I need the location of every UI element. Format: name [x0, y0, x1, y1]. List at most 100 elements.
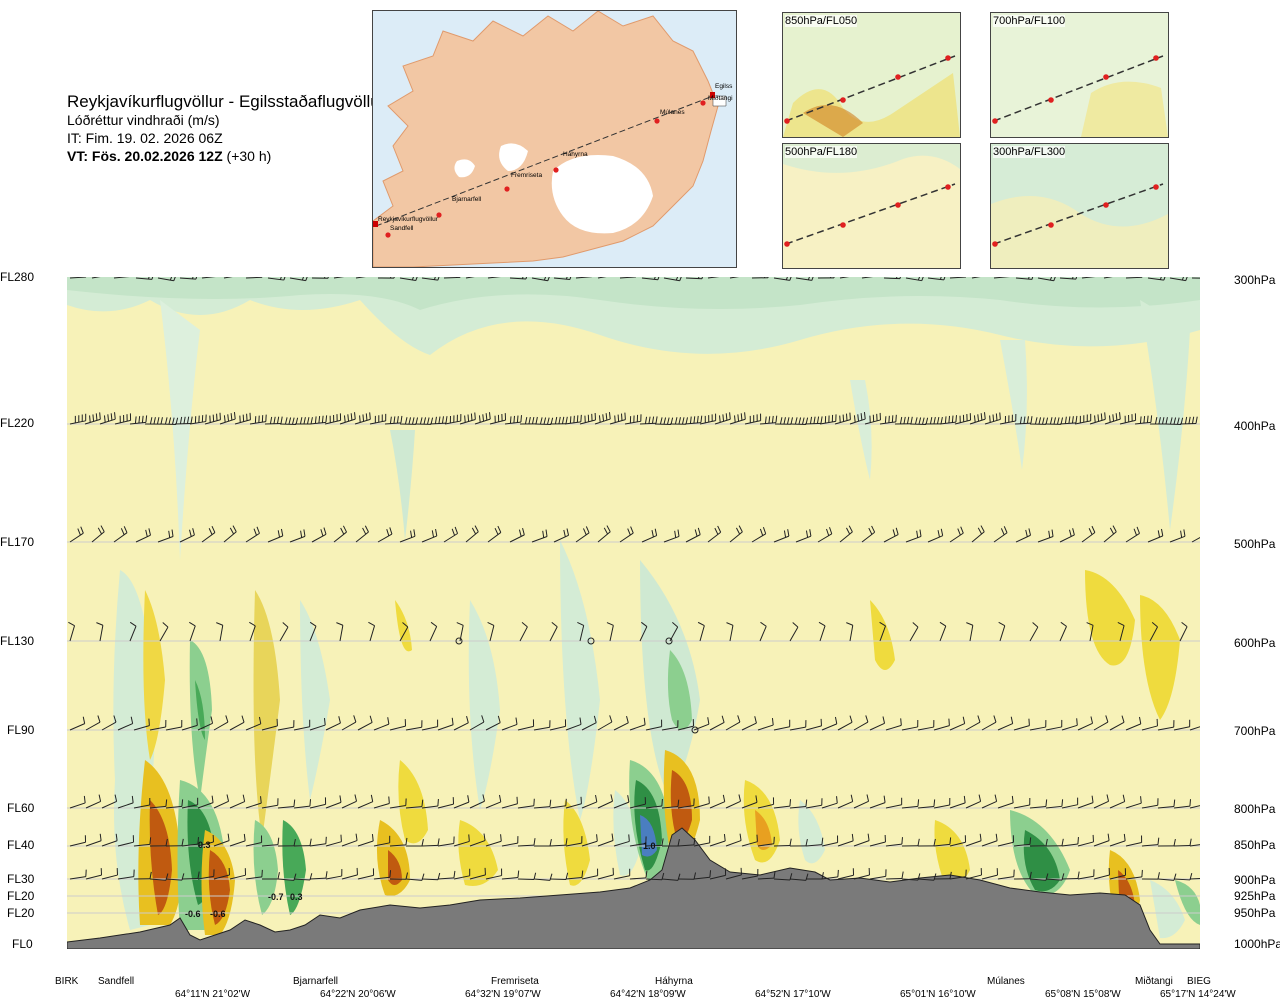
- wind-barb-feather: [696, 415, 699, 423]
- coord-label: 65°01'N 16°10'W: [900, 989, 976, 1000]
- wind-barb-shaft: [355, 531, 369, 543]
- wind-barb-shaft: [517, 725, 534, 731]
- wind-barb-shaft: [133, 725, 150, 731]
- wind-barb-feather: [249, 621, 256, 627]
- wind-barb-feather: [999, 412, 1001, 420]
- wind-barb-feather: [1180, 530, 1183, 538]
- left-level-label: FL130: [0, 634, 34, 648]
- wind-barb-feather: [168, 530, 171, 538]
- wind-barb-feather: [735, 527, 741, 535]
- wind-barb-feather: [794, 417, 798, 425]
- contour-value-label: -0.6: [185, 909, 201, 919]
- wind-barb-feather: [917, 277, 921, 281]
- wind-barb-feather: [1157, 872, 1160, 880]
- wind-barb-feather: [389, 416, 392, 424]
- wind-barb-shaft: [69, 876, 86, 880]
- wind-barb-feather: [592, 270, 593, 277]
- wind-barb-feather: [149, 417, 153, 425]
- wind-barb-feather: [1140, 796, 1142, 804]
- wind-barb-shaft: [725, 721, 741, 731]
- wind-barb-shaft: [357, 722, 373, 731]
- wind-barb-shaft: [861, 531, 875, 543]
- wind-barb-feather: [1049, 417, 1053, 425]
- right-level-label: 900hPa: [1234, 873, 1276, 887]
- wind-barb-shaft: [85, 874, 102, 880]
- wind-barb-shaft: [261, 725, 278, 731]
- wind-barb-feather: [291, 417, 295, 425]
- wind-barb-feather: [1030, 416, 1033, 424]
- wind-barb-feather: [697, 527, 701, 535]
- wind-barb-shaft: [709, 840, 726, 847]
- wind-barb-shaft: [1015, 534, 1031, 543]
- wind-barb-shaft: [197, 875, 214, 880]
- wind-barb-feather: [192, 528, 195, 536]
- wind-barb-shaft: [1141, 725, 1158, 731]
- wind-barb-feather: [789, 277, 792, 281]
- wind-barb-feather: [169, 277, 173, 281]
- wind-barb-feather: [433, 277, 436, 280]
- left-level-label: FL0: [12, 937, 33, 951]
- wind-barb-feather: [916, 530, 919, 538]
- wind-barb-feather: [497, 525, 502, 533]
- wind-barb-shaft: [99, 418, 116, 425]
- mini-panel-850-svg: [783, 13, 960, 137]
- wind-barb-shaft: [1077, 875, 1094, 880]
- left-level-label: FL20: [7, 906, 35, 920]
- wind-barb-shaft: [133, 804, 150, 809]
- wind-barb-feather: [516, 415, 519, 423]
- wind-barb-shaft: [1059, 277, 1076, 280]
- wind-barb-feather: [1028, 528, 1031, 536]
- wind-barb-feather: [149, 871, 152, 879]
- wind-barb-feather: [276, 416, 280, 424]
- wind-barb-feather: [595, 794, 598, 803]
- wind-barb-feather: [340, 527, 345, 535]
- wind-barb-shaft: [885, 804, 902, 809]
- wind-barb-shaft: [684, 422, 701, 425]
- wind-barb-feather: [677, 839, 680, 847]
- wind-barb-feather: [130, 270, 131, 277]
- wind-barb-shaft: [729, 625, 734, 642]
- wind-barb-feather: [585, 526, 590, 534]
- wind-barb-shaft: [69, 841, 86, 847]
- wind-barb-feather: [437, 798, 439, 807]
- wind-barb-shaft: [965, 800, 981, 809]
- wind-barb-feather: [451, 717, 454, 725]
- wind-barb-feather: [196, 718, 198, 726]
- wind-barb-feather: [305, 277, 308, 281]
- wind-barb-feather: [1173, 838, 1176, 847]
- wind-barb-feather: [966, 277, 967, 278]
- wind-barb-shaft: [201, 532, 216, 543]
- wind-barb-feather: [408, 417, 412, 425]
- right-level-label: 600hPa: [1234, 636, 1276, 650]
- wind-barb-shaft: [1125, 802, 1142, 809]
- wind-barb-shaft: [485, 875, 502, 880]
- wind-barb-feather: [949, 871, 952, 879]
- mini-panel-700: 700hPa/FL100: [990, 12, 1169, 138]
- wind-barb-feather: [783, 530, 787, 538]
- wind-barb-feather: [223, 415, 226, 423]
- wind-barb-shaft: [289, 277, 306, 282]
- wind-barb-feather: [131, 795, 134, 803]
- wind-barb-feather: [1094, 415, 1096, 423]
- wind-barb-feather: [336, 622, 344, 626]
- wind-barb-feather: [672, 622, 679, 628]
- wind-barb-feather: [940, 416, 943, 425]
- coord-label: 64°52'N 17°10'W: [755, 989, 831, 1000]
- wind-barb-feather: [1188, 416, 1191, 424]
- wind-barb-feather: [96, 622, 104, 626]
- wind-barb-feather: [809, 529, 812, 537]
- wind-barb-feather: [693, 872, 697, 880]
- wind-barb-feather: [415, 417, 419, 425]
- left-level-label: FL60: [7, 801, 35, 815]
- wind-barb-shaft: [885, 843, 902, 847]
- wind-barb-shaft: [469, 874, 486, 880]
- wind-barb-feather: [310, 417, 313, 425]
- mini-panel-500-svg: [783, 144, 960, 268]
- wind-barb-feather: [126, 270, 127, 277]
- wind-barb-shaft: [597, 277, 607, 279]
- wind-barb-shaft: [501, 842, 518, 847]
- wind-barb-feather: [471, 527, 477, 535]
- left-level-label: FL20: [7, 889, 35, 903]
- wind-barb-feather: [1029, 871, 1032, 879]
- wind-barb-feather: [107, 414, 110, 422]
